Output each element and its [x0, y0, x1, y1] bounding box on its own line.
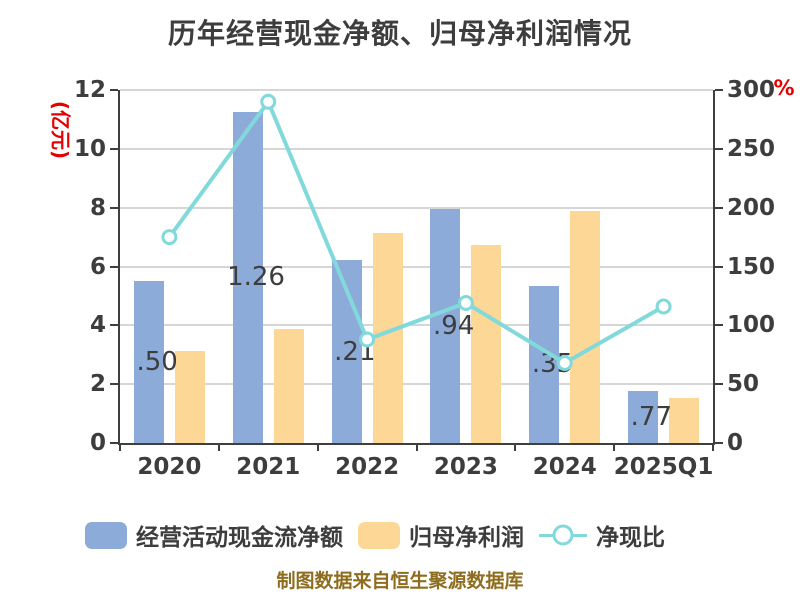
right-axis-unit-label: % — [773, 76, 795, 100]
x-axis-tick — [316, 443, 319, 451]
plot-area: 0 2 4 6 8 10 12 0 50 100 150 200 250 300 2020 2021 2022 2… — [74, 77, 775, 480]
legend: 经营活动现金流净额 归母净利润 净现比 — [85, 518, 665, 552]
right-axis-tick-label: 150 — [727, 253, 776, 280]
left-axis-tick-label: 6 — [89, 253, 106, 280]
left-axis-tick-label: 4 — [89, 312, 106, 339]
ratio-line-chart — [161, 93, 672, 371]
x-axis-tick — [514, 443, 517, 451]
ratio-marker — [655, 298, 672, 315]
legend-swatch-blue — [85, 521, 127, 549]
right-axis-tick — [715, 442, 723, 444]
ratio-marker — [556, 354, 573, 371]
left-axis-tick — [110, 265, 118, 268]
gridline — [120, 324, 713, 327]
bar-cash-flow — [529, 285, 560, 443]
ratio-line — [167, 99, 666, 365]
right-axis-tick — [715, 206, 723, 209]
legend-label-cash-flow: 经营活动现金流净额 — [136, 525, 343, 551]
x-axis-category-label: 2024 — [532, 454, 597, 480]
x-axis-category-label: 2025Q1 — [613, 454, 714, 480]
gridline — [120, 89, 713, 91]
legend-item-net-profit: 归母净利润 — [358, 518, 524, 552]
bar-value-visible-text: .50 — [136, 347, 178, 378]
right-axis-tick-label: 0 — [727, 430, 744, 456]
x-axis-category-label: 2020 — [137, 454, 202, 480]
bar-cash-flow — [628, 390, 659, 443]
left-axis-tick — [110, 206, 118, 209]
bar-cash-flow — [133, 281, 164, 443]
right-axis-tick-label: 200 — [727, 194, 776, 221]
x-axis-tick — [217, 443, 220, 451]
ratio-marker — [457, 294, 474, 311]
right-axis-tick — [715, 383, 723, 386]
left-axis-tick-label: 0 — [89, 430, 106, 456]
bar-value-label: 1.77 — [614, 402, 672, 432]
bar-net-profit — [471, 244, 502, 443]
ratio-marker — [260, 93, 277, 110]
left-axis-tick-label: 10 — [73, 135, 106, 162]
bar-value-label: 11.26 — [211, 262, 285, 292]
right-axis-tick — [715, 147, 723, 150]
left-axis-tick-label: 8 — [89, 194, 106, 221]
gridline — [120, 383, 713, 386]
legend-item-cash-flow: 经营活动现金流净额 — [85, 518, 343, 552]
legend-label-ratio: 净现比 — [596, 525, 665, 551]
bar-cash-flow — [232, 111, 263, 443]
bar-value-visible-text: .94 — [433, 311, 475, 342]
bar-net-profit — [669, 398, 700, 443]
x-axis-tick — [415, 443, 418, 451]
right-axis-tick — [715, 265, 723, 268]
right-axis-tick-label: 50 — [727, 371, 760, 398]
left-axis-tick — [110, 89, 118, 91]
bar-net-profit — [570, 210, 601, 443]
right-axis-tick — [715, 324, 723, 327]
right-axis-tick — [715, 89, 723, 91]
gridline — [120, 265, 713, 268]
footer-credit: 制图数据来自恒生聚源数据库 — [276, 570, 524, 592]
bar-value-label: 7.94 — [416, 311, 474, 341]
legend-line-dot — [552, 524, 574, 546]
right-axis-tick-label: 300 — [727, 77, 776, 103]
ratio-marker — [359, 331, 376, 348]
x-axis-tick — [712, 443, 714, 451]
right-axis-tick-label: 100 — [727, 312, 776, 339]
bar-net-profit — [372, 233, 403, 443]
legend-swatch-orange — [358, 521, 400, 549]
ratio-marker — [161, 229, 178, 246]
bar-net-profit — [273, 328, 304, 443]
gridline — [120, 206, 713, 209]
bar-cash-flow — [430, 209, 461, 443]
bar-value-label: 5.50 — [120, 347, 178, 377]
x-axis-tick — [119, 443, 121, 451]
left-axis-tick — [110, 147, 118, 150]
left-axis-tick-label: 12 — [73, 77, 106, 103]
right-axis-tick-label: 250 — [727, 135, 776, 162]
legend-line-marker-icon — [539, 522, 587, 549]
left-axis-tick — [110, 442, 118, 444]
bar-value-visible-text: 1.26 — [227, 262, 285, 293]
x-axis-category-label: 2021 — [236, 454, 301, 480]
left-axis-tick — [110, 383, 118, 386]
legend-label-net-profit: 归母净利润 — [409, 525, 524, 551]
bar-value-visible-text: .77 — [630, 401, 673, 432]
legend-item-ratio: 净现比 — [539, 518, 665, 552]
bar-net-profit — [174, 350, 205, 443]
gridline — [120, 147, 713, 150]
x-axis-category-label: 2023 — [433, 454, 498, 480]
left-axis-tick — [110, 324, 118, 327]
chart-title: 历年经营现金净额、归母净利润情况 — [167, 17, 632, 50]
left-axis-tick-label: 2 — [89, 371, 106, 398]
x-axis-tick — [613, 443, 616, 451]
x-axis-category-label: 2022 — [335, 454, 400, 480]
